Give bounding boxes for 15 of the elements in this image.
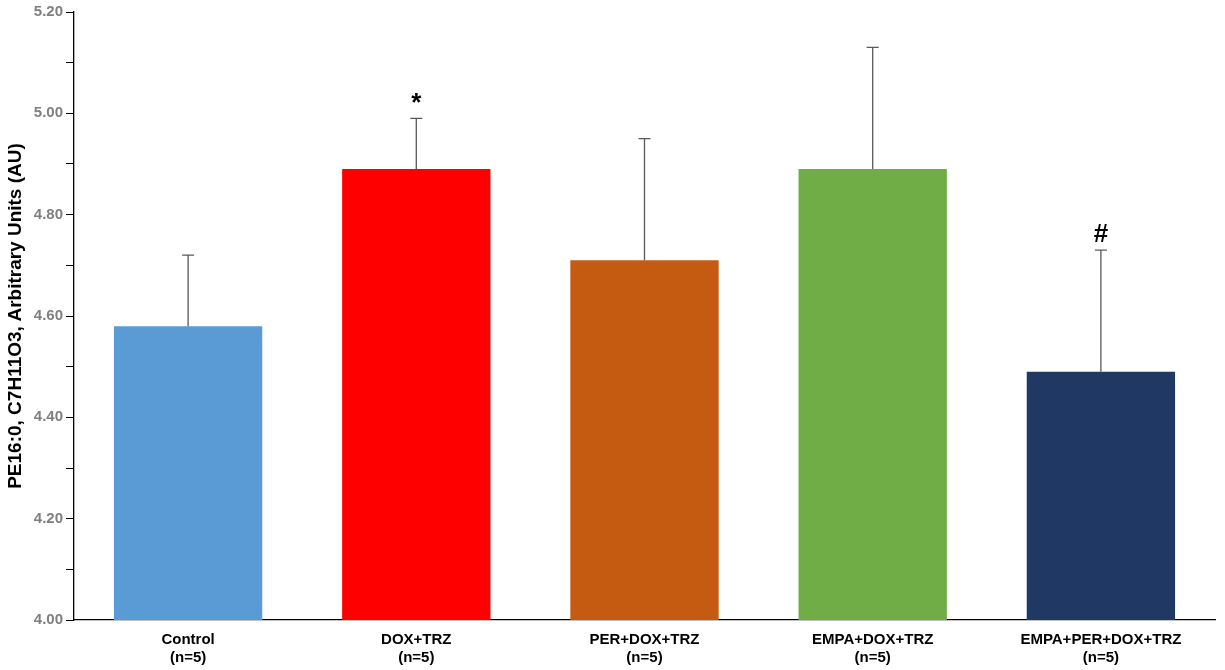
y-tick-label: 4.80 <box>33 204 63 222</box>
x-tick-label: PER+DOX+TRZ (n=5) <box>589 630 700 666</box>
y-tick-label: 4.40 <box>33 407 63 425</box>
y-axis-title: PE16:0, C7H11O3, Arbitrary Units (AU) <box>3 143 25 489</box>
annotation: * <box>411 86 423 117</box>
y-tick-label: 4.00 <box>33 610 63 628</box>
y-tick-label: 5.00 <box>33 103 63 121</box>
y-tick-label: 5.20 <box>33 2 63 20</box>
x-tick-label: EMPA+DOX+TRZ (n=5) <box>812 630 934 666</box>
x-tick-label: Control (n=5) <box>161 630 215 666</box>
x-tick-label: DOX+TRZ (n=5) <box>381 630 452 666</box>
y-tick-label: 4.20 <box>33 508 63 526</box>
y-tick-label: 4.60 <box>33 306 63 324</box>
annotation: # <box>1093 218 1109 249</box>
x-tick-label: EMPA+PER+DOX+TRZ (n=5) <box>1020 630 1182 666</box>
